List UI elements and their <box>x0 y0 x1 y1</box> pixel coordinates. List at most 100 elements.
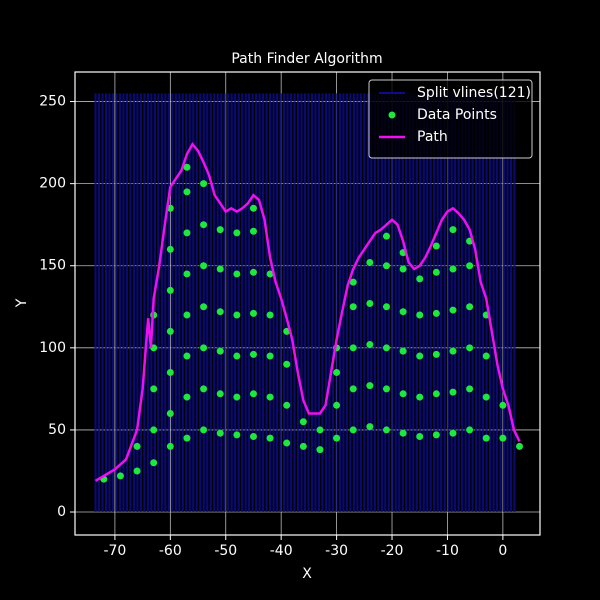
data-point <box>399 265 407 273</box>
data-point <box>449 388 457 396</box>
data-point <box>249 309 257 317</box>
data-point <box>216 265 224 273</box>
data-point <box>333 434 341 442</box>
data-point <box>233 270 241 278</box>
data-point <box>449 347 457 355</box>
data-point <box>399 347 407 355</box>
y-axis-label: Y <box>14 298 30 308</box>
data-point <box>349 303 357 311</box>
data-point <box>200 303 208 311</box>
data-point <box>249 432 257 440</box>
data-point <box>449 306 457 314</box>
data-point <box>266 352 274 360</box>
x-tick-label: -30 <box>325 543 348 559</box>
data-point <box>266 311 274 319</box>
data-point <box>183 352 191 360</box>
data-point <box>249 350 257 358</box>
data-point <box>316 446 324 454</box>
data-point <box>499 434 507 442</box>
data-point <box>216 390 224 398</box>
data-point <box>266 393 274 401</box>
data-point <box>166 327 174 335</box>
data-point <box>416 275 424 283</box>
data-point <box>183 188 191 196</box>
data-point <box>150 459 158 467</box>
data-point <box>299 418 307 426</box>
data-point <box>133 442 141 450</box>
data-point <box>183 270 191 278</box>
data-point <box>449 226 457 234</box>
axes-frame <box>74 71 541 536</box>
y-tick-label: 100 <box>39 340 66 356</box>
legend-label: Split vlines(121) <box>417 85 531 101</box>
x-tick-label: -40 <box>270 543 293 559</box>
x-tick-label: 0 <box>498 543 507 559</box>
data-point <box>150 426 158 434</box>
data-point <box>200 344 208 352</box>
data-point <box>233 229 241 237</box>
plot-area <box>94 93 523 513</box>
y-tick-label: 0 <box>57 504 66 520</box>
data-point <box>233 393 241 401</box>
data-point <box>466 303 474 311</box>
data-point <box>283 360 291 368</box>
y-tick-label: 200 <box>39 176 66 192</box>
y-tick-label: 250 <box>39 94 66 110</box>
data-point <box>449 265 457 273</box>
data-point <box>183 393 191 401</box>
data-point <box>166 286 174 294</box>
data-point <box>216 226 224 234</box>
data-point <box>515 442 523 450</box>
data-point <box>266 434 274 442</box>
data-point <box>183 229 191 237</box>
data-point <box>266 270 274 278</box>
data-point <box>382 385 390 393</box>
data-point <box>183 163 191 171</box>
data-point <box>150 385 158 393</box>
data-point <box>116 472 124 480</box>
data-point <box>283 439 291 447</box>
data-point <box>449 429 457 437</box>
data-point <box>366 423 374 431</box>
data-point <box>333 368 341 376</box>
data-point <box>133 467 141 475</box>
legend-box <box>368 79 533 159</box>
data-point <box>466 262 474 270</box>
data-point <box>399 429 407 437</box>
data-point <box>299 442 307 450</box>
data-point <box>432 390 440 398</box>
data-point <box>249 390 257 398</box>
data-point <box>482 352 490 360</box>
data-point <box>200 180 208 188</box>
data-point <box>416 393 424 401</box>
data-point <box>349 344 357 352</box>
data-point <box>416 432 424 440</box>
x-tick-label: -60 <box>159 543 182 559</box>
data-point <box>349 385 357 393</box>
data-point <box>382 232 390 240</box>
data-point <box>399 308 407 316</box>
data-point <box>166 410 174 418</box>
data-point <box>200 221 208 229</box>
x-tick-label: -20 <box>381 543 404 559</box>
x-tick-label: -70 <box>103 543 126 559</box>
data-point <box>432 431 440 439</box>
data-point <box>466 385 474 393</box>
data-point <box>482 434 490 442</box>
data-point <box>216 429 224 437</box>
chart-title: Path Finder Algorithm <box>231 51 382 67</box>
x-tick-label: -10 <box>436 543 459 559</box>
data-point <box>482 393 490 401</box>
path-line <box>94 142 521 482</box>
data-point <box>432 309 440 317</box>
legend-label: Path <box>417 129 448 145</box>
data-point <box>316 426 324 434</box>
data-point <box>349 278 357 286</box>
y-tick-label: 50 <box>48 422 66 438</box>
data-point <box>466 426 474 434</box>
data-point <box>366 258 374 266</box>
data-point <box>399 390 407 398</box>
data-point <box>416 311 424 319</box>
data-point <box>366 300 374 307</box>
